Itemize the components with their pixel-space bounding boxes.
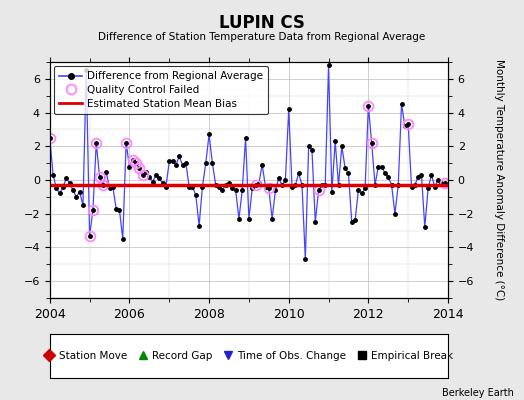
Legend: Difference from Regional Average, Quality Control Failed, Estimated Station Mean: Difference from Regional Average, Qualit… (54, 66, 268, 114)
Y-axis label: Monthly Temperature Anomaly Difference (°C): Monthly Temperature Anomaly Difference (… (494, 59, 504, 301)
Legend: Station Move, Record Gap, Time of Obs. Change, Empirical Break: Station Move, Record Gap, Time of Obs. C… (41, 348, 457, 364)
Text: Berkeley Earth: Berkeley Earth (442, 388, 514, 398)
Text: LUPIN CS: LUPIN CS (219, 14, 305, 32)
Text: Difference of Station Temperature Data from Regional Average: Difference of Station Temperature Data f… (99, 32, 425, 42)
